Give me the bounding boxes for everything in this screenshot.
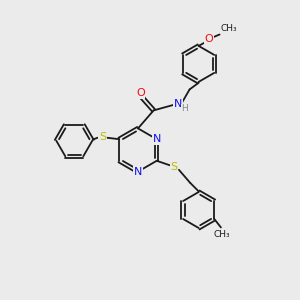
Text: N: N [134, 167, 142, 177]
Text: N: N [152, 134, 161, 144]
Text: O: O [204, 34, 213, 44]
Text: H: H [181, 104, 188, 113]
Text: CH₃: CH₃ [213, 230, 230, 239]
Text: S: S [99, 132, 106, 142]
Text: CH₃: CH₃ [220, 24, 237, 33]
Text: N: N [174, 98, 182, 109]
Text: S: S [170, 162, 178, 172]
Text: O: O [136, 88, 145, 98]
